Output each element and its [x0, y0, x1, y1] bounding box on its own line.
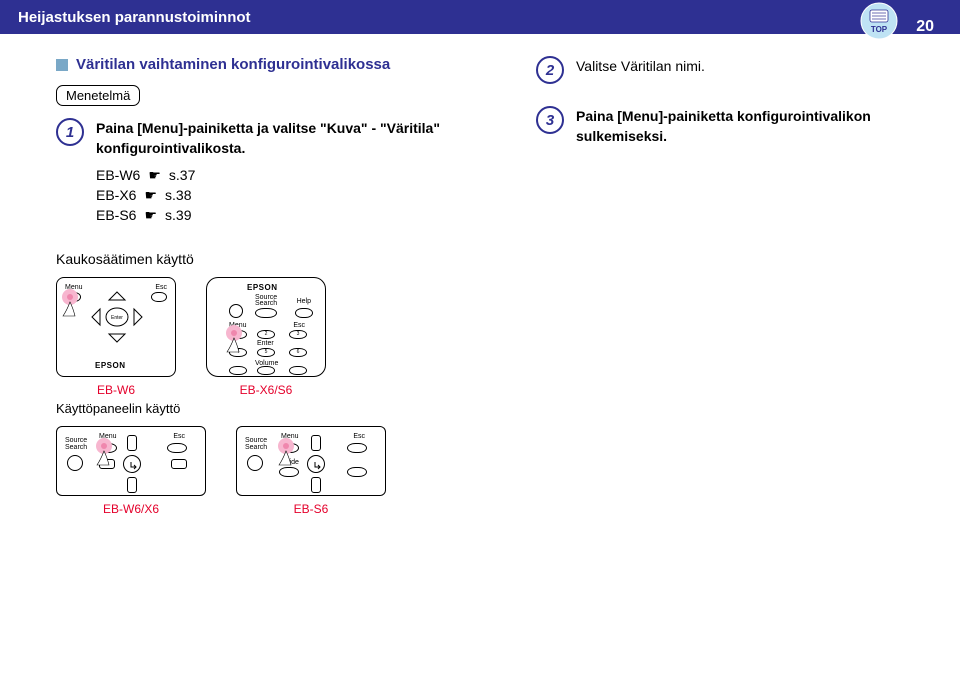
- model-name: EB-X6: [96, 185, 136, 205]
- source-search-button: [255, 308, 277, 318]
- pointer-icon: ☛: [144, 205, 157, 225]
- epson-logo: EPSON: [95, 361, 126, 370]
- wide-button: [279, 467, 299, 477]
- model-ref: s.39: [165, 205, 191, 225]
- diagram-caption: EB-X6/S6: [240, 383, 293, 397]
- num-9: [289, 366, 307, 375]
- step-3: 3 Paina [Menu]-painiketta konfigurointiv…: [536, 106, 916, 147]
- step-3-body: Paina [Menu]-painiketta konfigurointival…: [576, 106, 871, 147]
- label-source-search: Source Search: [245, 437, 267, 451]
- remote-usage-heading: Kaukosäätimen käyttö: [56, 251, 476, 267]
- num-7: [229, 366, 247, 375]
- esc-button: [151, 292, 167, 302]
- esc-button: [347, 443, 367, 453]
- label-esc: Esc: [353, 433, 365, 440]
- source-search-button: [247, 455, 263, 471]
- remote-diagrams: Menu Esc: [56, 277, 476, 397]
- step-3-line-2: sulkemiseksi.: [576, 126, 871, 146]
- up-button: [311, 435, 321, 451]
- svg-text:TOP: TOP: [871, 25, 888, 34]
- model-ref: s.38: [165, 185, 191, 205]
- num-6: 6: [289, 348, 307, 357]
- diagram-remote: EPSON Source Search Help Menu 1 2 Esc: [206, 277, 326, 397]
- diagram-panel-right: Source Search Menu Esc Wide: [236, 426, 386, 516]
- step-badge-1: 1: [56, 118, 84, 146]
- label-help: Help: [297, 298, 311, 305]
- section-bullet: [56, 59, 68, 71]
- down-button: [127, 477, 137, 493]
- step-1: 1 Paina [Menu]-painiketta ja valitse "Ku…: [56, 118, 476, 225]
- step-1-line-2: konfigurointivalikosta.: [96, 138, 440, 158]
- device-panel: Source Search Menu Esc Wide: [236, 426, 386, 496]
- diagram-caption: EB-W6: [97, 383, 135, 397]
- right-button: [171, 459, 187, 469]
- panel-usage-heading: Käyttöpaneelin käyttö: [56, 401, 476, 416]
- label-esc: Esc: [293, 322, 305, 329]
- device-remote: EPSON Source Search Help Menu 1 2 Esc: [206, 277, 326, 377]
- diagram-caption: EB-S6: [294, 502, 329, 516]
- esc-button: [167, 443, 187, 453]
- header-bar: Heijastuksen parannustoiminnot: [0, 0, 960, 34]
- finger-press-icon: [57, 288, 83, 314]
- step-2-text: Valitse Väritilan nimi.: [576, 56, 705, 84]
- model-name: EB-S6: [96, 205, 136, 225]
- model-ref: s.37: [169, 165, 195, 185]
- finger-press-icon: [221, 324, 247, 350]
- step-badge-2: 2: [536, 56, 564, 84]
- model-list: EB-W6 ☛ s.37 EB-X6 ☛ s.38 EB-S6: [96, 165, 440, 226]
- label-source-search: Source Search: [65, 437, 87, 451]
- diagram-panel-left: Source Search Menu Esc: [56, 426, 206, 516]
- step-1-body: Paina [Menu]-painiketta ja valitse "Kuva…: [96, 118, 440, 225]
- svg-text:Enter: Enter: [111, 315, 123, 321]
- power-button: [229, 304, 243, 318]
- right-column: 2 Valitse Väritilan nimi. 3 Paina [Menu]…: [536, 56, 916, 516]
- label-search: Search: [255, 300, 277, 307]
- epson-logo: EPSON: [247, 283, 278, 292]
- enter-button: [307, 455, 325, 473]
- finger-press-icon: [91, 437, 117, 463]
- num-3: 3: [289, 330, 307, 339]
- pointer-icon: ☛: [144, 185, 157, 205]
- enter-button: [123, 455, 141, 473]
- device-panel: Source Search Menu Esc: [56, 426, 206, 496]
- left-column: Väritilan vaihtaminen konfigurointivalik…: [56, 56, 476, 516]
- label-esc: Esc: [155, 284, 167, 291]
- diagram-caption: EB-W6/X6: [103, 502, 159, 516]
- model-row: EB-W6 ☛ s.37: [96, 165, 440, 185]
- model-name: EB-W6: [96, 165, 140, 185]
- num-8: [257, 366, 275, 375]
- step-badge-3: 3: [536, 106, 564, 134]
- diagram-controller: Menu Esc: [56, 277, 176, 397]
- help-button: [295, 308, 313, 318]
- num-2: 2: [257, 330, 275, 339]
- label-enter: Enter: [257, 340, 274, 347]
- method-box: Menetelmä: [56, 85, 140, 106]
- tele-button: [347, 467, 367, 477]
- header-title: Heijastuksen parannustoiminnot: [18, 9, 251, 26]
- model-row: EB-S6 ☛ s.39: [96, 205, 440, 225]
- up-button: [127, 435, 137, 451]
- num-5: 5: [257, 348, 275, 357]
- source-search-button: [67, 455, 83, 471]
- panel-diagrams: Source Search Menu Esc: [56, 426, 476, 516]
- pointer-icon: ☛: [148, 165, 161, 185]
- step-2: 2 Valitse Väritilan nimi.: [536, 56, 916, 84]
- label-esc: Esc: [173, 433, 185, 440]
- step-3-line-1: Paina [Menu]-painiketta konfigurointival…: [576, 106, 871, 126]
- down-button: [311, 477, 321, 493]
- step-1-line-1: Paina [Menu]-painiketta ja valitse "Kuva…: [96, 118, 440, 138]
- model-row: EB-X6 ☛ s.38: [96, 185, 440, 205]
- section-title: Väritilan vaihtaminen konfigurointivalik…: [76, 56, 390, 73]
- device-controller: Menu Esc: [56, 277, 176, 377]
- finger-press-icon: [273, 437, 299, 463]
